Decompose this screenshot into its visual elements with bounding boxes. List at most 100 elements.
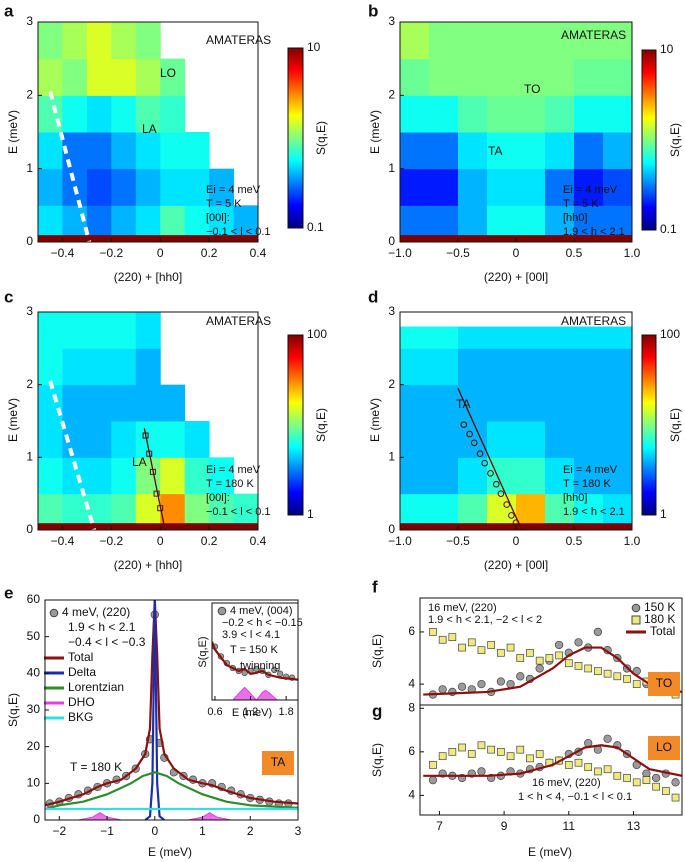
- heat-cell: [458, 326, 488, 349]
- heat-cell: [603, 22, 632, 60]
- y-tick-label: 2: [388, 88, 395, 102]
- note: 3.9 < l < 4.1: [222, 629, 280, 641]
- y-axis-label: S(q,E): [6, 693, 20, 727]
- heat-cell: [111, 522, 137, 530]
- heat-cell: [86, 95, 112, 133]
- series-line: [45, 771, 298, 811]
- x-axis-label: E (meV): [528, 845, 572, 859]
- heat-cell: [545, 457, 575, 495]
- heat-cell: [233, 205, 258, 236]
- data-point: [555, 651, 563, 660]
- series-line: [212, 686, 298, 700]
- dispersion-point: [470, 439, 478, 447]
- heat-cell: [62, 384, 88, 422]
- info-text: [00l]:: [206, 212, 230, 224]
- info-text: [hh0]: [563, 492, 587, 504]
- heat-cell: [429, 95, 459, 133]
- heat-cell: [487, 22, 517, 60]
- fit-line: [457, 388, 523, 530]
- heat-cell: [458, 58, 488, 96]
- colorbar-tick-label: 1: [660, 507, 667, 521]
- heat-cell: [574, 326, 604, 349]
- heat-cell: [400, 168, 430, 206]
- heat-cell: [111, 168, 137, 206]
- x-tick-label: 0: [513, 246, 520, 260]
- heat-cell: [38, 132, 63, 170]
- data-point: [271, 666, 278, 674]
- colorbar-label: S(q,E): [668, 408, 682, 442]
- label-box-text: LO: [656, 740, 672, 754]
- y-tick-label: 3: [388, 14, 395, 28]
- x-axis-label: (220) + [hh0]: [114, 270, 182, 284]
- heat-cell: [160, 58, 186, 96]
- heat-cell: [400, 22, 430, 60]
- heat-cell: [38, 384, 63, 422]
- data-point: [613, 672, 622, 681]
- heat-cell: [458, 205, 488, 236]
- info-text: T = 180 K: [206, 478, 254, 490]
- plot-area: [400, 326, 632, 530]
- series-line: [423, 744, 682, 777]
- annotation: TA: [488, 144, 502, 158]
- x-tick-label: 1.0: [624, 534, 641, 548]
- x-tick-label: 0.4: [250, 246, 267, 260]
- heat-cell: [160, 95, 186, 133]
- heat-cell: [458, 348, 488, 386]
- data-point: [448, 687, 457, 697]
- dispersion-point: [153, 490, 160, 497]
- data-point: [603, 669, 612, 678]
- annotation: LA: [142, 122, 157, 136]
- heat-cell: [516, 22, 546, 60]
- legend-label: 4 meV, (220): [62, 605, 130, 619]
- legend-label: Total: [68, 650, 93, 664]
- heat-cell: [86, 132, 112, 170]
- heat-cell: [62, 58, 88, 96]
- heat-cell: [516, 205, 546, 236]
- x-axis-label: (220) + [00l]: [484, 558, 548, 572]
- heat-cell: [458, 457, 488, 495]
- colorbar-tick-label: 100: [660, 327, 680, 341]
- heat-cell: [184, 205, 210, 236]
- heat-cell: [574, 493, 604, 524]
- heat-cell: [516, 457, 546, 495]
- heat-cell: [62, 95, 88, 133]
- data-point: [594, 667, 602, 675]
- data-point: [593, 627, 603, 637]
- x-tick-label: 0.2: [201, 246, 218, 260]
- heat-cell: [545, 58, 575, 96]
- x-tick-label: 1.8: [278, 706, 293, 718]
- heat-cell: [400, 457, 430, 495]
- panel-label: c: [4, 287, 13, 306]
- heat-cell: [86, 312, 112, 349]
- heat-cell: [160, 457, 186, 495]
- x-tick-label: −1.0: [388, 246, 412, 260]
- plot-bg: [212, 603, 298, 700]
- data-point: [477, 679, 486, 689]
- label-box: [648, 736, 680, 760]
- data-point: [448, 633, 457, 641]
- heat-cell: [38, 234, 63, 242]
- data-point: [467, 750, 476, 758]
- heat-cell: [458, 95, 488, 133]
- heat-cell: [574, 95, 604, 133]
- heat-cell: [516, 384, 546, 422]
- heat-cell: [574, 384, 604, 422]
- heat-cell: [111, 312, 137, 349]
- data-point: [564, 761, 573, 769]
- label-box: [262, 751, 294, 775]
- y-tick-label: 1: [388, 450, 395, 464]
- x-tick-label: 3: [295, 824, 302, 838]
- data-point: [497, 747, 505, 756]
- data-point: [623, 774, 631, 782]
- data-point: [458, 743, 466, 752]
- plot-area: [38, 312, 258, 530]
- heat-cell: [603, 326, 632, 349]
- heat-cell: [487, 234, 517, 242]
- heat-cell: [135, 493, 161, 524]
- heat-cell: [574, 168, 604, 206]
- data-point: [535, 664, 544, 673]
- heat-cell: [545, 22, 575, 60]
- panel-label: f: [372, 577, 378, 596]
- y-axis-label: S(q,E): [197, 636, 209, 667]
- dispersion-point: [466, 430, 473, 438]
